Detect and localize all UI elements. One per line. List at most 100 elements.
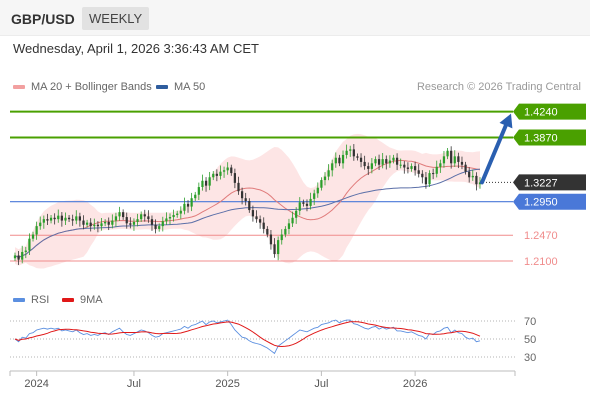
candle-body — [122, 212, 125, 218]
candle — [331, 159, 334, 177]
candle-body — [457, 156, 460, 162]
candle-body — [176, 213, 179, 215]
candle-body — [107, 221, 110, 225]
candle — [21, 245, 24, 264]
candle-body — [150, 219, 154, 225]
candle-body — [186, 203, 190, 207]
candle — [161, 216, 164, 232]
candle-body — [345, 150, 348, 155]
candle — [363, 155, 366, 170]
legend-ma50: MA 50 — [156, 81, 205, 93]
candle-body — [291, 217, 294, 224]
candle — [410, 163, 413, 172]
timeframe-button[interactable]: WEEKLY — [82, 7, 150, 30]
candle-body — [435, 166, 438, 174]
candle — [129, 217, 132, 229]
candle-body — [432, 173, 435, 175]
candle — [93, 218, 96, 230]
rsi9-legend-label: 9MA — [80, 294, 103, 306]
candle-body — [352, 149, 355, 157]
candle-body — [475, 175, 478, 185]
legend-rsi9: 9MA — [62, 294, 103, 306]
candle-body — [251, 210, 255, 217]
candle — [39, 216, 42, 230]
candle — [385, 155, 388, 170]
level-label-1.2950: 1.2950 — [524, 197, 558, 209]
candle — [28, 233, 31, 256]
ma20-swatch — [13, 85, 25, 89]
candle-body — [385, 159, 388, 164]
candle-body — [71, 219, 74, 221]
candle-body — [17, 255, 20, 260]
candle — [349, 145, 352, 157]
candle-body — [118, 212, 121, 217]
candle-body — [406, 167, 410, 169]
candle — [233, 168, 237, 189]
candle-body — [338, 157, 341, 164]
candle-body — [453, 156, 456, 164]
candle — [298, 197, 301, 216]
candle — [219, 165, 222, 180]
candle-body — [222, 170, 226, 172]
candle-body — [46, 219, 49, 221]
forecast-arrow-head — [499, 113, 513, 129]
candle — [277, 236, 280, 261]
credit-text: Research © 2026 Trading Central — [416, 81, 581, 93]
candle-body — [349, 149, 352, 151]
candle — [309, 192, 312, 210]
candle — [49, 214, 53, 224]
rsi-swatch — [13, 298, 25, 302]
candle-body — [471, 175, 474, 178]
candle-body — [313, 193, 316, 199]
candle — [176, 210, 179, 218]
candle — [284, 226, 287, 238]
level-tag-1.2950 — [513, 193, 586, 210]
candle-body — [136, 219, 139, 222]
candle-body — [244, 198, 247, 202]
candle — [204, 177, 208, 192]
ma50-legend-label: MA 50 — [174, 81, 206, 93]
level-label-1.3870: 1.3870 — [524, 132, 558, 144]
candle-body — [266, 228, 269, 235]
candle — [457, 152, 460, 169]
candle — [237, 176, 240, 195]
candle-body — [374, 159, 377, 164]
candle — [143, 209, 146, 222]
ma20-line — [14, 159, 481, 259]
candle-body — [287, 223, 291, 229]
candle-body — [248, 201, 251, 211]
candle — [388, 155, 392, 168]
candle-body — [154, 224, 157, 229]
candle — [406, 162, 410, 174]
candle — [179, 206, 182, 219]
candle — [291, 211, 294, 227]
candle — [475, 172, 478, 191]
candle-body — [417, 170, 420, 174]
candle — [316, 182, 319, 198]
candle — [395, 153, 399, 171]
candle — [100, 218, 103, 231]
candle-body — [219, 171, 222, 176]
candle — [439, 159, 442, 173]
candle-body — [273, 244, 276, 255]
candle — [103, 219, 107, 227]
candle-body — [75, 216, 78, 221]
top-bar: GBP/USD WEEKLY — [0, 0, 590, 36]
forecast-arrow-shaft — [480, 120, 509, 185]
candle — [478, 177, 482, 189]
candle-body — [125, 217, 128, 224]
candle — [446, 147, 449, 160]
candle — [471, 169, 474, 181]
candle — [413, 161, 417, 176]
candle-body — [233, 173, 237, 183]
candle-body — [428, 173, 431, 185]
rsi-legend-label: RSI — [31, 294, 50, 306]
candle-body — [421, 173, 424, 178]
candle — [269, 230, 273, 250]
candle — [222, 166, 226, 178]
candle-body — [284, 228, 287, 235]
candle-body — [143, 214, 146, 217]
candle — [183, 197, 186, 215]
candle-body — [370, 163, 373, 169]
candle — [244, 192, 247, 206]
